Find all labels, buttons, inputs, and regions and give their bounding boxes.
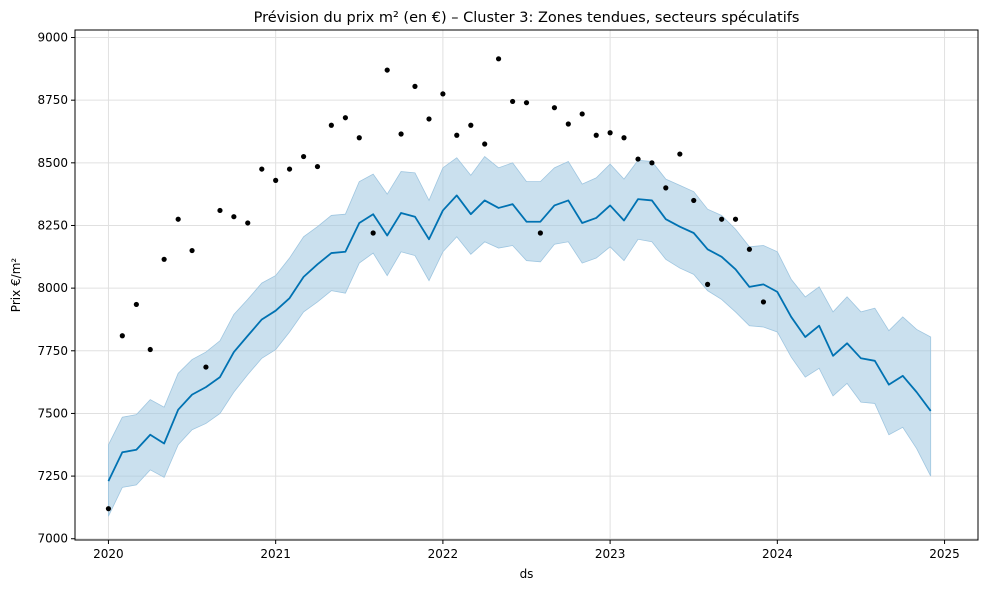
observed-point <box>175 216 181 222</box>
y-tick-label: 7250 <box>37 469 68 483</box>
y-tick-label: 8000 <box>37 281 68 295</box>
x-tick-label: 2023 <box>595 547 626 561</box>
observed-point <box>147 346 153 353</box>
observed-point <box>635 156 641 162</box>
y-tick-label: 8750 <box>37 93 68 107</box>
y-axis-ticks: 7000 7250 7500 7750 8000 8250 8500 8750 9000 <box>37 31 75 546</box>
observed-point <box>719 216 725 222</box>
y-tick-label: 8250 <box>37 218 68 232</box>
confidence-band <box>108 155 932 517</box>
observed-point <box>579 111 585 117</box>
y-tick-label: 9000 <box>37 31 68 45</box>
observed-point <box>328 122 334 128</box>
observed-point <box>537 230 543 236</box>
observed-point <box>105 506 112 512</box>
observed-point <box>161 256 167 262</box>
x-tick-label: 2025 <box>929 547 960 561</box>
x-tick-label: 2022 <box>428 547 459 561</box>
observed-point <box>217 207 223 214</box>
observed-point <box>384 67 390 73</box>
observed-point <box>370 230 376 236</box>
observed-point <box>203 364 209 370</box>
observed-point <box>412 83 418 89</box>
observed-point <box>565 121 571 127</box>
observed-point <box>495 56 502 62</box>
observed-point <box>523 100 530 106</box>
observed-point <box>273 177 279 183</box>
plot-frame <box>74 29 979 541</box>
x-axis-ticks: 2020 2021 2022 2023 2024 2025 <box>93 540 960 561</box>
observed-point <box>760 299 767 305</box>
observed-point <box>663 185 669 191</box>
observed-point <box>746 246 753 252</box>
observed-point <box>245 220 251 226</box>
observed-point <box>454 132 460 138</box>
observed-point <box>551 105 558 111</box>
observed-point <box>133 301 139 308</box>
observed-point <box>314 163 321 170</box>
y-tick-label: 7500 <box>37 406 68 420</box>
observed-point <box>732 216 739 222</box>
observed-point <box>300 153 307 160</box>
observed-point <box>510 98 516 105</box>
observed-point <box>691 197 697 204</box>
observed-point <box>286 166 293 172</box>
y-axis-label: Prix €/m² <box>9 258 23 313</box>
chart-title: Prévision du prix m² (en €) – Cluster 3:… <box>254 10 800 26</box>
observed-point <box>342 115 348 121</box>
grid <box>75 30 978 540</box>
confidence-band-group <box>108 155 932 517</box>
observed-point <box>119 333 125 339</box>
observed-point <box>259 166 265 172</box>
observed-point <box>677 151 683 157</box>
y-tick-label: 7000 <box>37 532 68 546</box>
observed-point <box>468 122 474 128</box>
forecast-line-group <box>107 194 932 482</box>
forecast-line <box>107 194 932 482</box>
observed-point <box>398 131 404 137</box>
observed-point <box>649 160 655 166</box>
observed-point <box>231 214 237 220</box>
x-tick-label: 2020 <box>93 547 124 561</box>
observed-points-group <box>105 56 767 512</box>
observed-point <box>356 135 362 141</box>
x-axis-label: ds <box>520 567 534 581</box>
observed-point <box>426 116 432 122</box>
observed-point <box>482 141 488 147</box>
observed-point <box>593 132 599 138</box>
observed-point <box>705 281 711 287</box>
y-tick-label: 7750 <box>37 344 68 358</box>
observed-point <box>621 135 627 141</box>
x-tick-label: 2021 <box>260 547 291 561</box>
observed-point <box>440 91 446 97</box>
y-tick-label: 8500 <box>37 156 68 170</box>
observed-point <box>607 130 613 136</box>
observed-point <box>189 247 195 254</box>
x-tick-label: 2024 <box>762 547 793 561</box>
